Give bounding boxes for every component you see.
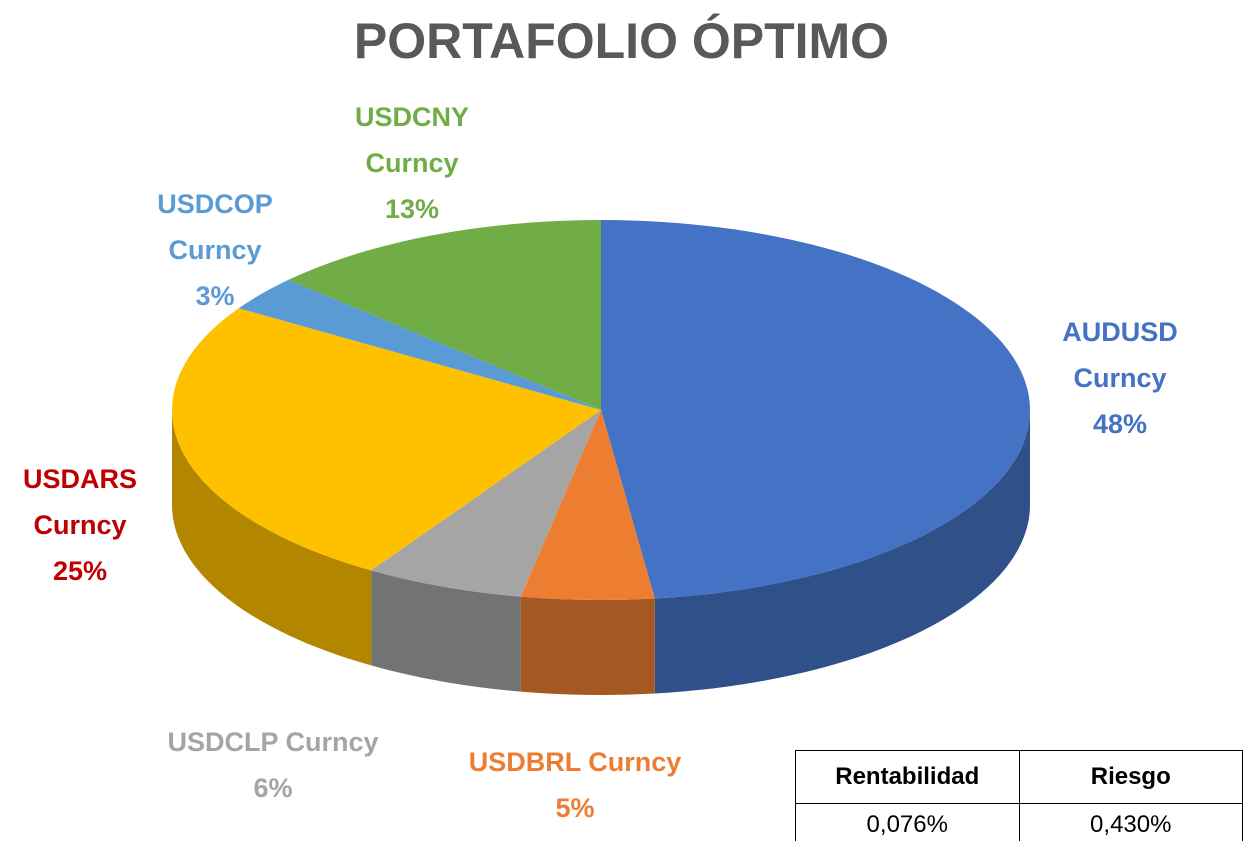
chart-title: PORTAFOLIO ÓPTIMO bbox=[353, 13, 890, 69]
value-label: 3% bbox=[195, 281, 235, 311]
slice bbox=[238, 279, 601, 410]
slice-side bbox=[371, 570, 521, 692]
slice bbox=[520, 410, 655, 600]
slice-side bbox=[520, 596, 655, 695]
data-label: USDCNY Curncy 13% bbox=[337, 94, 487, 232]
category-label: AUDUSD Curncy bbox=[1062, 317, 1178, 393]
value-label: 13% bbox=[384, 194, 440, 224]
value-label: 25% bbox=[52, 556, 108, 586]
category-label: USDCLP Curncy bbox=[167, 727, 379, 757]
slice bbox=[371, 410, 601, 597]
value-label: 5% bbox=[555, 793, 595, 823]
category-label: USDCNY Curncy bbox=[354, 102, 469, 178]
summary-table: Rentabilidad Riesgo 0,076% 0,430% bbox=[795, 750, 1243, 841]
table-row: 0,076% 0,430% bbox=[795, 803, 1243, 841]
data-label: USDCOP Curncy 3% bbox=[140, 181, 290, 319]
slice-side bbox=[654, 410, 1030, 694]
data-label: AUDUSD Curncy 48% bbox=[1045, 309, 1195, 447]
value-label: 48% bbox=[1092, 409, 1148, 439]
cell: 0,076% bbox=[795, 803, 1020, 841]
slice bbox=[288, 220, 601, 410]
category-label: USDARS Curncy bbox=[22, 464, 137, 540]
table-header: Rentabilidad Riesgo bbox=[795, 750, 1243, 804]
category-label: USDBRL Curncy bbox=[468, 747, 682, 777]
slice bbox=[172, 308, 602, 571]
slice-side bbox=[172, 410, 372, 666]
slice bbox=[601, 220, 1030, 599]
value-label: 6% bbox=[253, 773, 293, 803]
header-cell: Rentabilidad bbox=[795, 750, 1020, 804]
cell: 0,430% bbox=[1018, 803, 1243, 841]
data-label: USDBRL Curncy 5% bbox=[440, 739, 710, 831]
data-label: USDCLP Curncy 6% bbox=[138, 719, 408, 811]
category-label: USDCOP Curncy bbox=[157, 189, 273, 265]
header-cell: Riesgo bbox=[1018, 750, 1243, 804]
data-label: USDARS Curncy 25% bbox=[5, 456, 155, 594]
